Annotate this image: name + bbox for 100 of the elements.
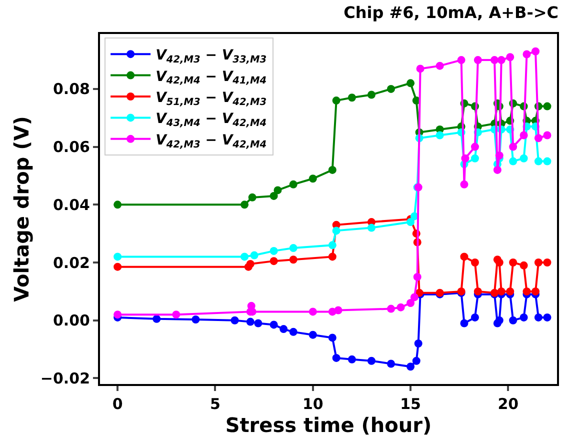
point: [254, 319, 262, 328]
point: [406, 218, 415, 226]
point: [406, 362, 415, 371]
y-tick-label: 0.08: [52, 80, 90, 98]
point: [470, 142, 479, 151]
point: [543, 131, 552, 140]
point: [289, 244, 298, 252]
legend-label: V$_{42,M3}$ − V$_{33,M3}$: [156, 48, 267, 66]
point: [474, 56, 482, 64]
y-tick-label: 0.02: [52, 254, 90, 272]
point: [509, 316, 518, 324]
point: [328, 241, 336, 250]
point: [240, 200, 249, 209]
point: [246, 260, 254, 268]
point: [506, 53, 514, 62]
point: [114, 200, 122, 209]
point: [495, 151, 504, 160]
point: [412, 356, 420, 365]
point: [543, 313, 552, 322]
x-tick-label: 0: [112, 395, 123, 413]
point: [332, 226, 340, 235]
point: [532, 287, 540, 296]
point: [506, 287, 514, 296]
point: [289, 328, 298, 336]
point: [457, 56, 466, 64]
point: [436, 131, 444, 140]
legend-label: V$_{42,M3}$ − V$_{42,M4}$: [156, 132, 267, 150]
point: [410, 293, 418, 302]
point: [367, 224, 376, 232]
point: [396, 303, 405, 312]
x-axis-title: Stress time (hour): [225, 413, 432, 437]
point: [520, 261, 528, 270]
point: [367, 356, 376, 365]
point: [280, 325, 288, 334]
point: [270, 246, 278, 255]
point: [520, 154, 528, 162]
point: [474, 287, 482, 296]
point: [387, 84, 395, 93]
point: [308, 308, 317, 316]
legend-label: V$_{51,M3}$ − V$_{42,M3}$: [156, 90, 267, 108]
point: [436, 62, 444, 70]
point: [348, 94, 356, 102]
point: [332, 96, 340, 105]
point: [274, 186, 282, 194]
point: [367, 90, 376, 99]
y-tick-label: 0.04: [52, 196, 90, 214]
point: [470, 313, 479, 322]
point: [308, 174, 317, 183]
point: [332, 354, 340, 362]
point: [387, 360, 395, 368]
point: [413, 272, 422, 281]
point: [192, 316, 200, 324]
legend-label: V$_{43,M4}$ − V$_{42,M4}$: [156, 111, 267, 130]
point: [534, 134, 542, 142]
point: [240, 252, 249, 261]
y-axis-title: Voltage drop (V): [9, 116, 34, 302]
chart-title: Chip #6, 10mA, A+B->C: [344, 2, 558, 22]
point: [534, 258, 542, 267]
point: [495, 258, 504, 267]
point: [152, 314, 161, 323]
x-tick-label: 20: [498, 395, 519, 413]
point: [470, 154, 479, 162]
point: [460, 180, 468, 188]
point: [406, 79, 415, 88]
point: [416, 64, 424, 73]
point: [387, 304, 395, 313]
point: [414, 340, 422, 348]
point: [490, 56, 498, 64]
point: [270, 320, 278, 329]
point: [248, 193, 256, 202]
y-tick-label: 0.06: [52, 138, 90, 156]
x-tick-label: 15: [400, 395, 421, 413]
point: [270, 192, 278, 200]
point: [114, 252, 122, 261]
point: [509, 157, 518, 166]
point: [230, 316, 239, 324]
point: [328, 166, 336, 174]
point: [493, 166, 502, 174]
point: [250, 251, 258, 260]
point: [334, 306, 342, 314]
point: [328, 334, 336, 342]
point: [460, 252, 468, 261]
point: [534, 157, 542, 166]
legend-label: V$_{42,M4}$ − V$_{41,M4}$: [156, 68, 267, 87]
point: [114, 262, 122, 271]
point: [308, 330, 317, 339]
point: [497, 56, 506, 64]
point: [532, 47, 540, 56]
point: [470, 258, 479, 267]
point: [270, 257, 278, 266]
point: [289, 180, 298, 188]
point: [509, 142, 518, 151]
point: [289, 256, 298, 264]
x-tick-label: 10: [302, 395, 324, 413]
point: [328, 252, 336, 261]
point: [406, 299, 415, 308]
point: [114, 310, 122, 319]
point: [348, 355, 356, 364]
point: [522, 50, 531, 58]
point: [497, 287, 506, 296]
